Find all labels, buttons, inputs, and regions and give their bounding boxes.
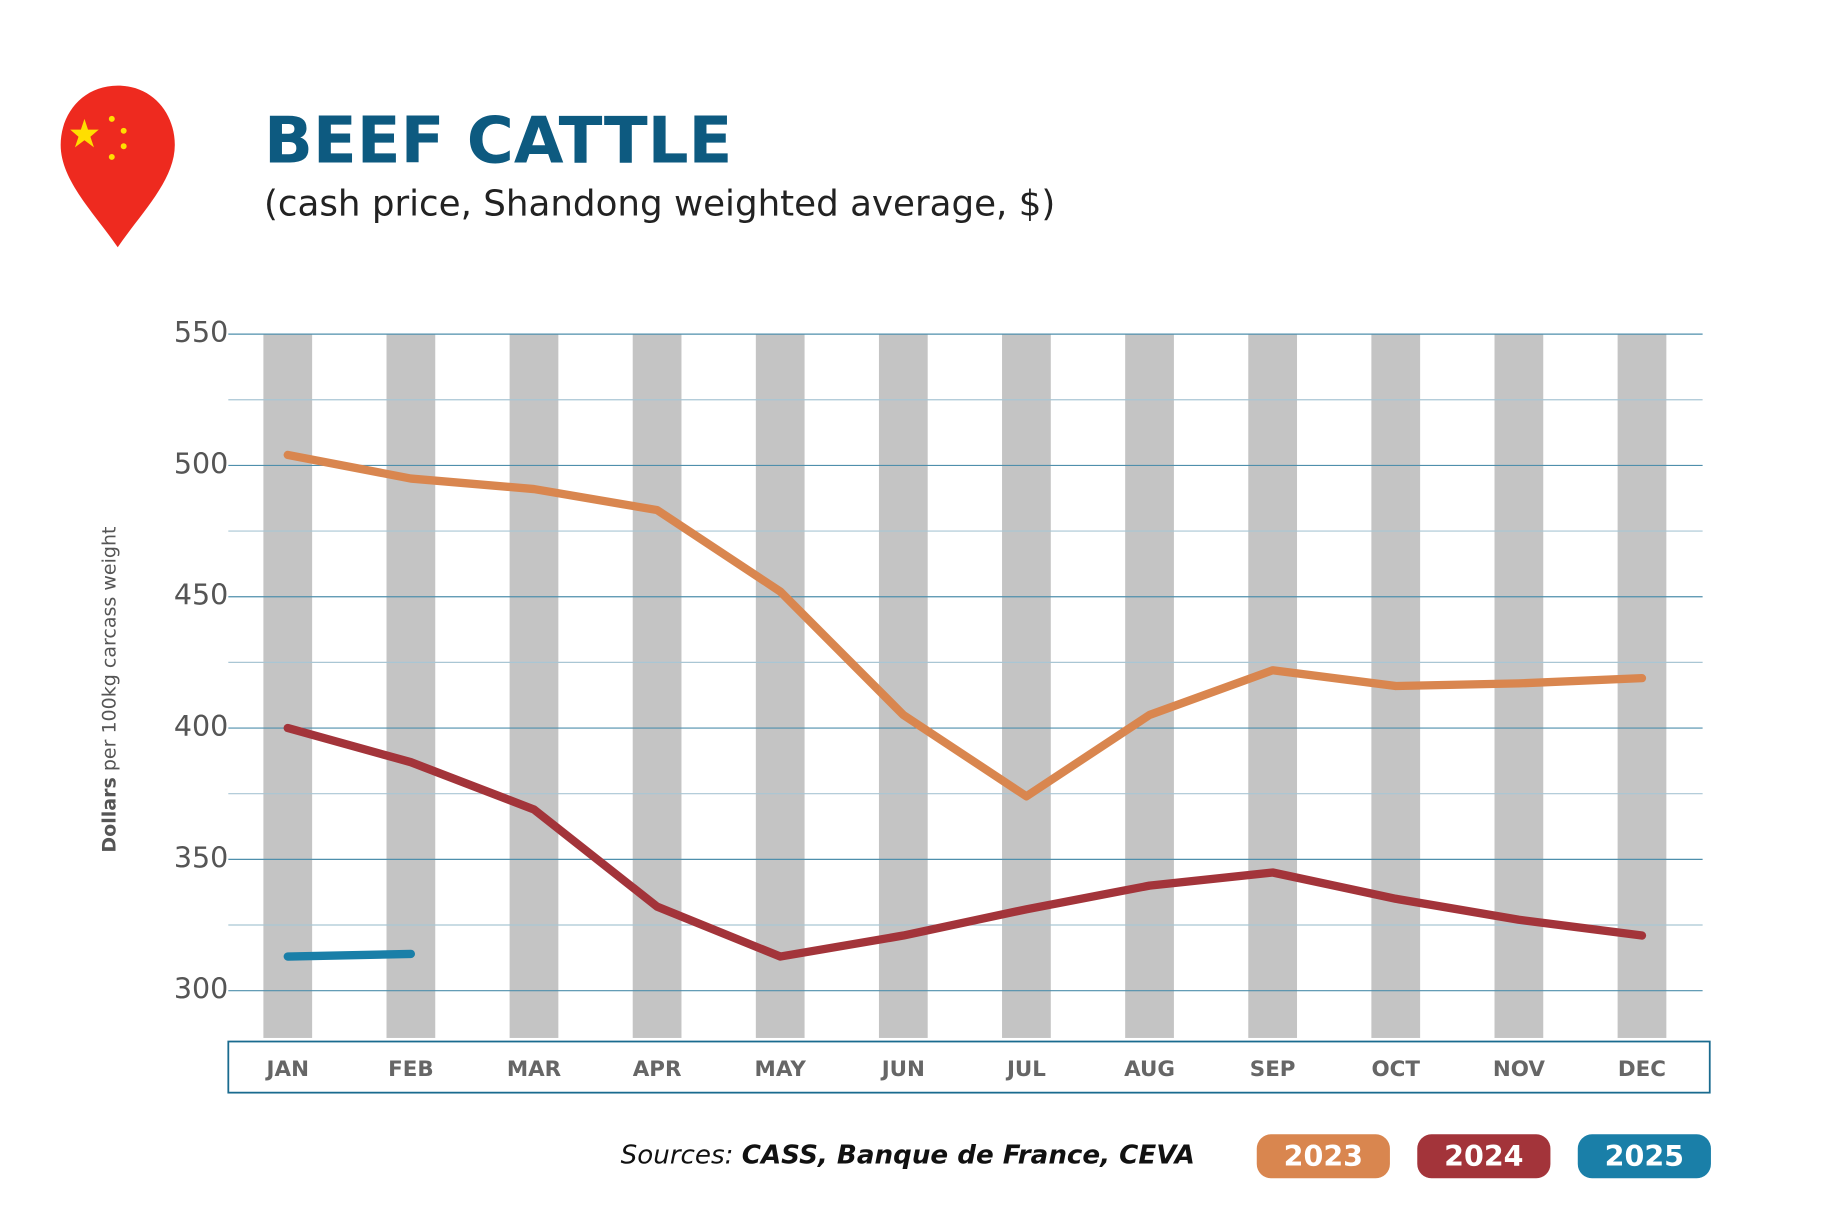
x-tick-label: FEB bbox=[388, 1057, 434, 1082]
legend-swatch bbox=[1577, 1134, 1711, 1179]
legend-label: 2023 bbox=[1284, 1140, 1363, 1173]
series-line bbox=[283, 723, 1647, 961]
y-tick-label: 550 bbox=[174, 316, 228, 349]
flag-pin bbox=[60, 85, 175, 248]
legend-swatch bbox=[1256, 1134, 1390, 1179]
x-tick-label: JUN bbox=[880, 1057, 925, 1082]
month-band bbox=[1248, 334, 1298, 1038]
month-band bbox=[755, 334, 805, 1038]
x-tick-label: AUG bbox=[1124, 1057, 1175, 1082]
y-tick-label: 450 bbox=[174, 579, 228, 612]
y-tick-label: 350 bbox=[174, 841, 228, 874]
month-band bbox=[386, 334, 436, 1038]
source: Sources: CASS, Banque de France, CEVA bbox=[621, 1140, 1195, 1170]
source-text: CASS, Banque de France, CEVA bbox=[742, 1140, 1195, 1170]
x-tick-label: MAR bbox=[507, 1057, 562, 1082]
chart-subtitle: (cash price, Shandong weighted average, … bbox=[264, 184, 1055, 225]
month-band bbox=[263, 334, 313, 1038]
x-tick-label: DEC bbox=[1618, 1057, 1666, 1082]
series-line bbox=[283, 949, 416, 961]
series-line bbox=[283, 450, 1647, 801]
x-tick-label: OCT bbox=[1372, 1057, 1421, 1082]
x-tick-label: JAN bbox=[265, 1057, 309, 1082]
month-band bbox=[878, 334, 928, 1038]
month-band bbox=[1125, 334, 1174, 1038]
y-axis-label: Dollars per 100kg carcass weight bbox=[98, 527, 120, 853]
x-tick-label: APR bbox=[633, 1057, 682, 1082]
y-tick-label: 400 bbox=[174, 710, 228, 743]
month-band bbox=[632, 334, 682, 1038]
y-axis-label-bold: Dollars bbox=[98, 777, 120, 852]
x-tick-label: NOV bbox=[1493, 1057, 1546, 1082]
legend-label: 2025 bbox=[1605, 1140, 1684, 1173]
month-band bbox=[1002, 334, 1051, 1038]
month-band bbox=[509, 334, 559, 1038]
y-axis-label-rest: per 100kg carcass weight bbox=[98, 527, 120, 772]
x-tick-label: SEP bbox=[1250, 1057, 1296, 1082]
legend-label: 2024 bbox=[1444, 1140, 1523, 1173]
month-band bbox=[1617, 334, 1667, 1038]
y-tick-label: 500 bbox=[174, 447, 228, 480]
chart-title: BEEF CATTLE bbox=[264, 104, 732, 179]
x-tick-label: MAY bbox=[755, 1057, 807, 1082]
x-tick-label: JUL bbox=[1005, 1057, 1046, 1082]
y-tick-label: 300 bbox=[174, 973, 228, 1006]
legend-swatch bbox=[1417, 1134, 1551, 1179]
source-label: Sources: bbox=[621, 1140, 734, 1170]
x-axis-box bbox=[227, 1040, 1711, 1094]
